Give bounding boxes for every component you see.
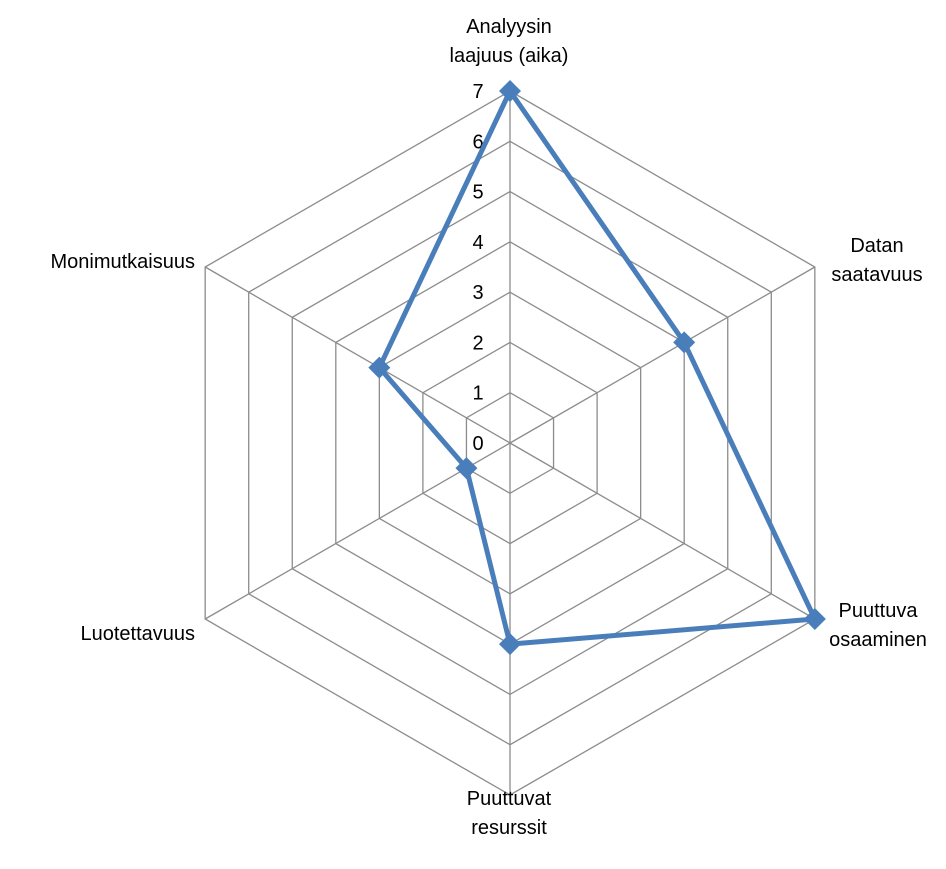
- data-point-4: [455, 457, 478, 480]
- spoke-1: [509, 266, 816, 444]
- axis-label-4: Luotettavuus: [80, 623, 195, 645]
- axis-label-5: Monimutkaisuus: [50, 251, 195, 273]
- axis-label-line: Luotettavuus: [80, 623, 195, 645]
- axis-label-3: Puuttuvat resurssit: [467, 788, 552, 839]
- axis-label-0: Analyysin laajuus (aika): [450, 16, 569, 67]
- spoke-2: [509, 442, 816, 620]
- series-layer: [368, 80, 826, 656]
- tick-label: 0: [472, 433, 483, 455]
- data-point-3: [499, 633, 521, 656]
- tick-label: 6: [472, 131, 483, 153]
- axis-label-line: Datan: [850, 235, 903, 257]
- axis-label-line: Puuttuva: [839, 600, 919, 622]
- tick-label: 7: [472, 81, 483, 103]
- tick-labels: 0 1 2 3 4 5 6 7: [472, 81, 483, 455]
- axis-label-line: Puuttuvat: [467, 788, 552, 810]
- axis-label-line: Analyysin: [466, 16, 552, 38]
- series-line-0: [376, 88, 818, 647]
- tick-label: 5: [472, 182, 483, 204]
- axis-label-1: Datan saatavuus: [831, 235, 922, 286]
- tick-label: 4: [472, 232, 483, 254]
- tick-label: 1: [472, 383, 483, 405]
- axis-label-line: osaaminen: [829, 629, 927, 651]
- axis-label-line: saatavuus: [831, 264, 922, 286]
- spoke-4: [204, 442, 511, 620]
- axis-label-2: Puuttuva osaaminen: [829, 600, 927, 651]
- tick-label: 3: [472, 282, 483, 304]
- data-point-0: [499, 80, 521, 102]
- axis-label-line: resurssit: [471, 817, 547, 839]
- axis-labels: Analyysin laajuus (aika) Datan saatavuus Puu…: [50, 16, 926, 839]
- data-point-1: [673, 331, 696, 354]
- data-point-5: [368, 356, 391, 379]
- axis-label-line: laajuus (aika): [450, 45, 569, 67]
- spoke-5: [204, 266, 511, 444]
- data-point-2: [803, 608, 826, 630]
- tick-label: 2: [472, 332, 483, 354]
- grid-layer: [204, 90, 816, 796]
- axis-label-line: Monimutkaisuus: [50, 251, 195, 273]
